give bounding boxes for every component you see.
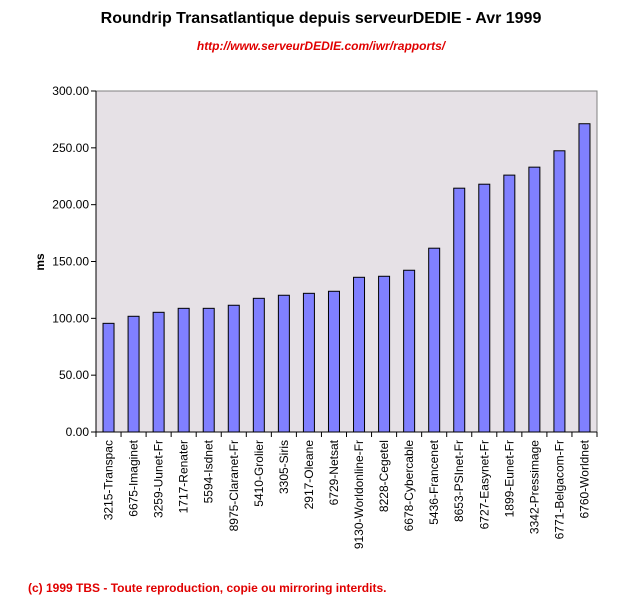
bar-1899-Eunet-Fr: [503, 174, 516, 433]
x-tick-label: 3215-Transpac: [102, 440, 116, 520]
x-tick-label: 8653-PSInet-Fr: [452, 440, 466, 522]
x-tick-label: 6678-Cybercable: [402, 440, 416, 532]
bar-3342-Pressimage: [528, 166, 541, 433]
y-tick-label: 250.00: [52, 141, 89, 155]
x-tick-label: 6760-Worldnet: [577, 439, 591, 518]
x-tick-label: 6729-Netsat: [327, 439, 341, 505]
x-tick-label: 3342-Pressimage: [527, 440, 541, 534]
x-tick-label: 2917-Oleane: [302, 440, 316, 510]
x-tick-label: 8975-Claranet-Fr: [227, 440, 241, 531]
x-tick-label: 9130-Worldonline-Fr: [352, 440, 366, 549]
bar-8975-Claranet-Fr: [227, 304, 240, 433]
x-tick-label: 1899-Eunet-Fr: [502, 440, 516, 517]
x-tick-label: 6675-Imaginet: [127, 439, 141, 516]
x-tick-label: 3259-Uunet-Fr: [152, 440, 166, 518]
y-tick-label: 100.00: [52, 311, 89, 325]
bar-6727-Easynet-Fr: [478, 183, 491, 433]
bar-6675-Imaginet: [127, 315, 140, 433]
bar-6771-Belgacom-Fr: [553, 150, 566, 433]
bar-6678-Cybercable: [403, 269, 416, 433]
bar-5410-Grolier: [252, 297, 265, 433]
y-tick-label: 0.00: [66, 425, 90, 439]
x-tick-label: 8228-Cegetel: [377, 440, 391, 512]
x-tick-label: 3305-Siris: [277, 440, 291, 494]
x-tick-label: 6727-Easynet-Fr: [477, 440, 491, 529]
bar-1717-Renater: [177, 307, 190, 433]
bar-8653-PSInet-Fr: [453, 187, 466, 433]
bar-5594-Isdnet: [202, 307, 215, 433]
copyright-footer: (c) 1999 TBS - Toute reproduction, copie…: [28, 581, 387, 595]
x-tick-label: 5594-Isdnet: [202, 439, 216, 503]
x-tick-label: 1717-Renater: [177, 440, 191, 513]
x-tick-label: 6771-Belgacom-Fr: [552, 440, 566, 539]
y-tick-label: 200.00: [52, 198, 89, 212]
x-tick-label: 5410-Grolier: [252, 440, 266, 507]
y-tick-label: 150.00: [52, 255, 89, 269]
chart-title: Roundrip Transatlantique depuis serveurD…: [100, 10, 542, 27]
bar-8228-Cegetel: [378, 275, 391, 433]
bar-3305-Siris: [277, 294, 290, 433]
bar-5436-Francenet: [428, 247, 441, 433]
y-tick-label: 300.00: [52, 84, 89, 98]
chart-subtitle-link[interactable]: http://www.serveurDEDIE.com/iwr/rapports…: [196, 39, 446, 53]
bar-9130-Worldonline-Fr: [353, 276, 366, 433]
bar-2917-Oleane: [302, 292, 315, 433]
plot-area: [95, 90, 598, 433]
y-axis-label: ms: [33, 253, 47, 271]
x-tick-label: 5436-Francenet: [427, 439, 441, 524]
bar-3259-Uunet-Fr: [152, 311, 165, 433]
bar-6729-Netsat: [327, 290, 340, 433]
y-tick-label: 50.00: [59, 368, 89, 382]
bar-3215-Transpac: [102, 322, 115, 433]
bar-6760-Worldnet: [578, 123, 591, 433]
